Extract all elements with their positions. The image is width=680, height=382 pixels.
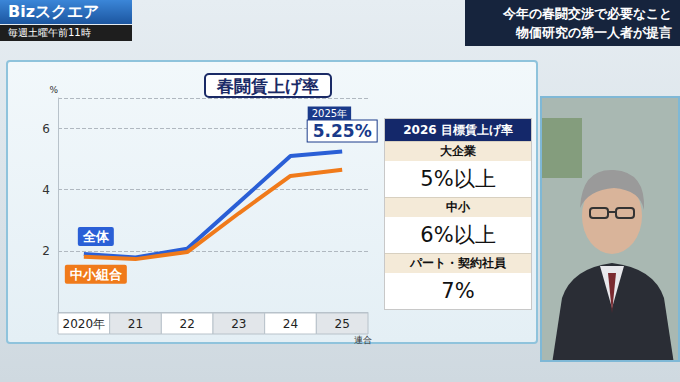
svg-text:4: 4: [42, 183, 50, 197]
svg-text:5.25%: 5.25%: [313, 121, 372, 141]
html-text:毎週土曜午前11時: 毎週土曜午前11時: [8, 27, 91, 38]
svg-text:連合: 連合: [354, 335, 372, 345]
svg-text:24: 24: [283, 317, 298, 331]
svg-text:21: 21: [128, 317, 143, 331]
html-text:物価研究の第一人者が提言: 物価研究の第一人者が提言: [516, 25, 672, 40]
svg-text:2025年: 2025年: [312, 108, 347, 119]
html-text:Bizスクエア: Bizスクエア: [8, 2, 99, 21]
svg-text:2020年: 2020年: [63, 317, 106, 331]
svg-text:春闘賃上げ率: 春闘賃上げ率: [216, 76, 319, 96]
html-text:パート・契約社員: パート・契約社員: [410, 256, 506, 270]
html-text:7%: 7%: [441, 279, 475, 303]
html-text:大企業: 大企業: [440, 144, 476, 158]
svg-text:23: 23: [231, 317, 246, 331]
svg-text:%: %: [49, 85, 58, 95]
html-text:6%以上: 6%以上: [420, 223, 496, 247]
svg-text:6: 6: [42, 122, 50, 136]
svg-text:全体: 全体: [82, 229, 110, 244]
html-text:2026 目標賃上げ率: 2026 目標賃上げ率: [403, 123, 513, 137]
html-text:中小: 中小: [446, 200, 470, 214]
svg-text:2: 2: [42, 244, 50, 258]
svg-text:25: 25: [335, 317, 350, 331]
html-text:5%以上: 5%以上: [420, 167, 496, 191]
svg-text:22: 22: [180, 317, 195, 331]
svg-text:中小組合: 中小組合: [70, 267, 122, 282]
html-text:今年の春闘交渉で必要なこと: 今年の春闘交渉で必要なこと: [503, 6, 672, 21]
